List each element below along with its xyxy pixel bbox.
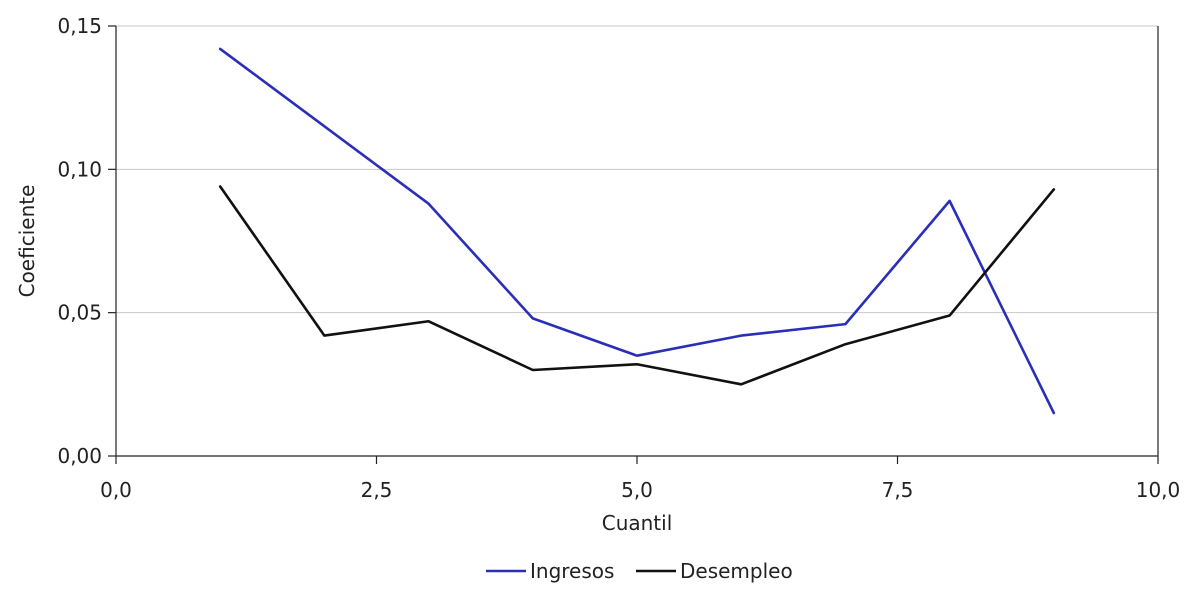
data-point-ingresos-0 bbox=[218, 47, 222, 51]
y-tick-label: 0,10 bbox=[57, 157, 102, 181]
data-point-ingresos-4 bbox=[635, 354, 639, 358]
data-point-desempleo-0 bbox=[218, 185, 222, 189]
x-tick-label: 2,5 bbox=[361, 478, 393, 502]
legend: Ingresos Desempleo bbox=[486, 559, 793, 583]
data-point-desempleo-5 bbox=[739, 382, 743, 386]
y-axis-title: Coeficiente bbox=[15, 185, 39, 298]
series-line-desempleo bbox=[218, 185, 1056, 386]
labels-layer: 0,00 0,05 0,10 0,15 0,0 2,5 5,0 7,5 10,0 Cuantil C… bbox=[15, 14, 1180, 535]
data-point-ingresos-5 bbox=[739, 334, 743, 338]
legend-label-desempleo: Desempleo bbox=[680, 559, 793, 583]
grid-layer bbox=[116, 25, 1158, 314]
data-point-ingresos-7 bbox=[948, 199, 952, 203]
data-point-desempleo-7 bbox=[948, 314, 952, 318]
x-tick-label: 10,0 bbox=[1136, 478, 1181, 502]
y-tick-label: 0,15 bbox=[57, 14, 102, 38]
data-point-desempleo-1 bbox=[322, 334, 326, 338]
data-point-ingresos-8 bbox=[1052, 411, 1056, 415]
series-line-ingresos bbox=[218, 47, 1056, 415]
data-point-desempleo-8 bbox=[1052, 187, 1056, 191]
x-axis-title: Cuantil bbox=[602, 511, 673, 535]
data-point-ingresos-3 bbox=[531, 316, 535, 320]
data-point-desempleo-2 bbox=[427, 319, 431, 323]
data-point-desempleo-3 bbox=[531, 368, 535, 372]
data-point-desempleo-4 bbox=[635, 362, 639, 366]
x-tick-label: 5,0 bbox=[621, 478, 653, 502]
y-tick-label: 0,05 bbox=[57, 301, 102, 325]
axes-layer bbox=[108, 25, 1159, 464]
data-point-ingresos-1 bbox=[322, 124, 326, 128]
x-tick-label: 7,5 bbox=[882, 478, 914, 502]
y-tick-label: 0,00 bbox=[57, 444, 102, 468]
data-point-ingresos-6 bbox=[843, 322, 847, 326]
legend-label-ingresos: Ingresos bbox=[530, 559, 614, 583]
data-point-desempleo-6 bbox=[843, 342, 847, 346]
data-point-ingresos-2 bbox=[427, 202, 431, 206]
series-layer bbox=[218, 47, 1056, 415]
x-tick-label: 0,0 bbox=[100, 478, 132, 502]
